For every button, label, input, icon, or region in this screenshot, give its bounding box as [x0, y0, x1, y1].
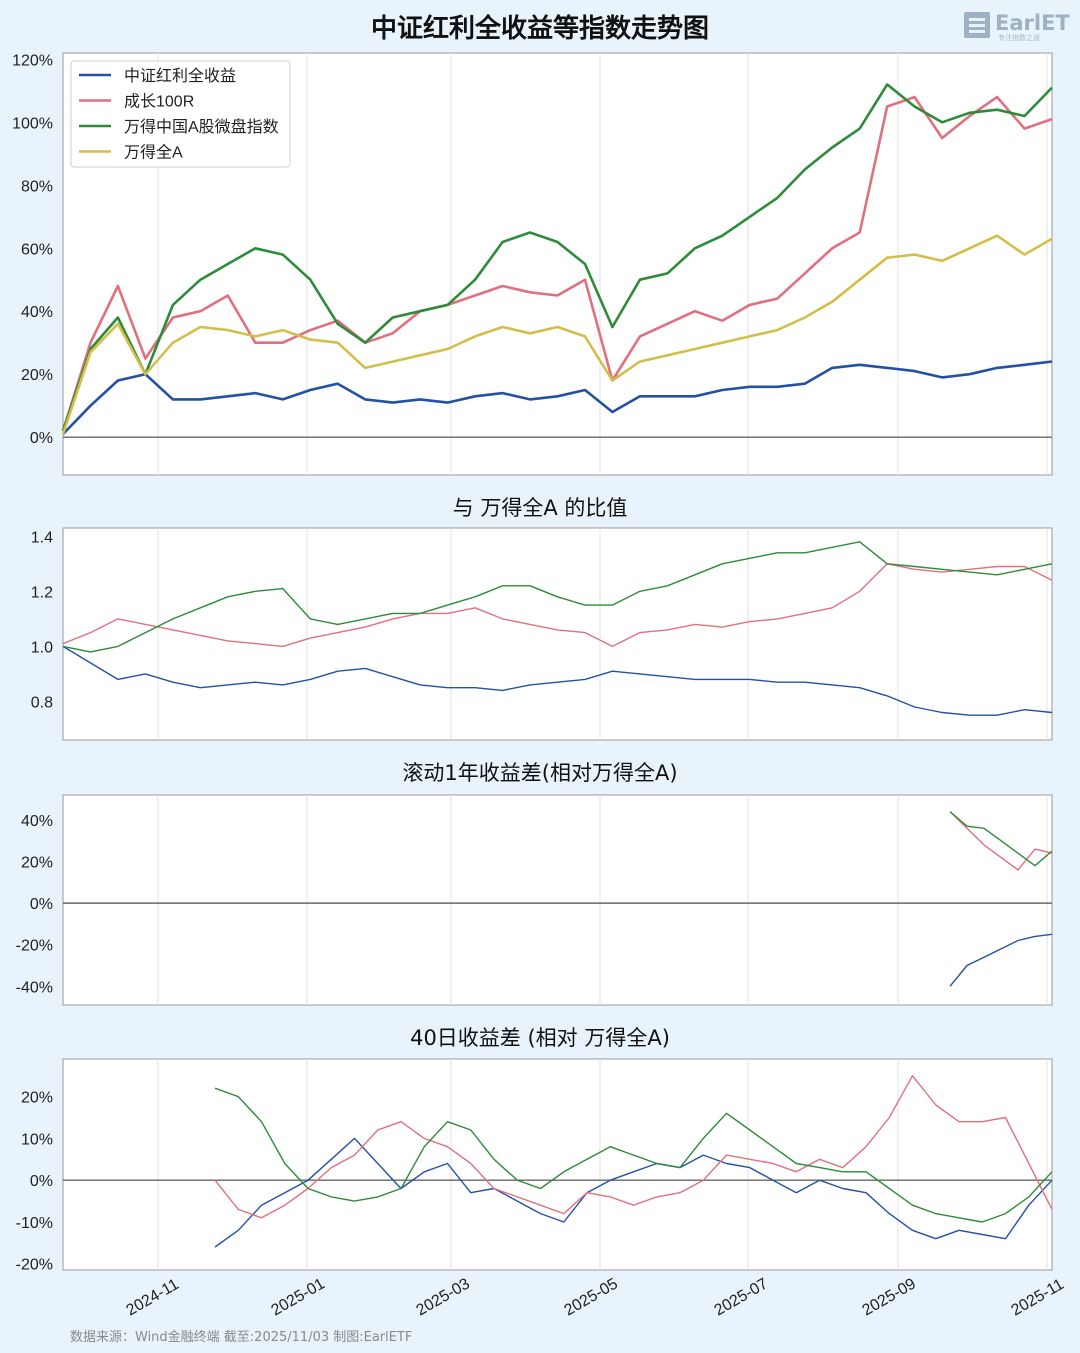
y-tick-label-2-1: -20% [16, 938, 53, 955]
page-title: 中证红利全收益等指数走势图 [370, 14, 709, 44]
y-tick-label-1-2: 1.2 [31, 584, 53, 601]
plot-area-1 [62, 527, 1053, 741]
series-line-0-2 [61, 83, 1053, 432]
x-tick-label-4: 2025-07 [712, 1275, 771, 1319]
panel-title-rolling-1y: 滚动1年收益差(相对万得全A) [402, 761, 678, 785]
x-tick-label-0: 2024-11 [124, 1276, 182, 1320]
y-tick-label-2-2: 0% [30, 896, 53, 913]
logo-text: EarlETF [995, 11, 1070, 35]
legend-label-3: 万得全A [124, 144, 183, 162]
x-tick-label-5: 2025-09 [860, 1275, 919, 1319]
y-tick-label-0-3: 60% [21, 241, 53, 258]
series-line-2-1 [949, 811, 1053, 871]
earletf-logo: EarlETF 专注指数之道 [964, 11, 1070, 42]
panel-title-40d: 40日收益差 (相对 万得全A) [410, 1026, 670, 1050]
legend-label-0: 中证红利全收益 [124, 67, 236, 85]
series-line-3-0 [214, 1137, 1053, 1248]
y-tick-label-1-3: 1.4 [31, 529, 53, 546]
series-line-2-0 [949, 933, 1053, 987]
footer-source: 数据来源：Wind金融终端 截至:2025/11/03 制图:EarlETF [70, 1330, 413, 1345]
y-tick-label-0-1: 20% [21, 367, 53, 384]
series-line-0-0 [62, 360, 1053, 436]
panel-title-ratio: 与 万得全A 的比值 [452, 496, 628, 520]
x-tick-label-1: 2025-01 [269, 1275, 328, 1319]
y-tick-label-2-0: -40% [16, 979, 53, 996]
y-tick-label-1-0: 0.8 [31, 694, 53, 711]
legend-box [70, 60, 291, 168]
plot-area-2 [62, 794, 1053, 1006]
y-tick-label-3-3: 10% [21, 1131, 53, 1148]
y-tick-label-0-0: 0% [30, 430, 53, 447]
y-tick-label-0-5: 100% [12, 115, 53, 132]
series-line-1-2 [62, 541, 1053, 653]
logo-subtext: 专注指数之道 [998, 33, 1040, 42]
y-tick-label-3-0: -20% [16, 1257, 53, 1274]
series-line-0-3 [61, 234, 1053, 435]
legend-label-1: 成长100R [124, 93, 194, 111]
series-line-3-1 [214, 1074, 1053, 1219]
y-tick-label-1-1: 1.0 [31, 639, 53, 656]
y-tick-label-2-4: 40% [21, 813, 53, 830]
series-line-3-2 [214, 1087, 1053, 1223]
y-tick-label-0-4: 80% [21, 178, 53, 195]
y-tick-label-2-3: 20% [21, 855, 53, 872]
y-tick-label-3-1: -10% [16, 1215, 53, 1232]
y-tick-label-0-6: 120% [12, 52, 53, 69]
x-tick-label-6: 2025-11 [1009, 1276, 1067, 1320]
series-line-0-1 [61, 95, 1053, 432]
plot-area-3 [62, 1058, 1053, 1271]
x-tick-label-3: 2025-05 [562, 1275, 621, 1319]
y-tick-label-0-2: 40% [21, 304, 53, 321]
y-tick-label-3-4: 20% [21, 1090, 53, 1107]
series-line-1-0 [62, 645, 1053, 716]
legend-label-2: 万得中国A股微盘指数 [124, 117, 279, 136]
x-tick-label-2: 2025-03 [414, 1275, 473, 1319]
y-tick-label-3-2: 0% [30, 1173, 53, 1190]
series-line-2-2 [949, 811, 1053, 867]
